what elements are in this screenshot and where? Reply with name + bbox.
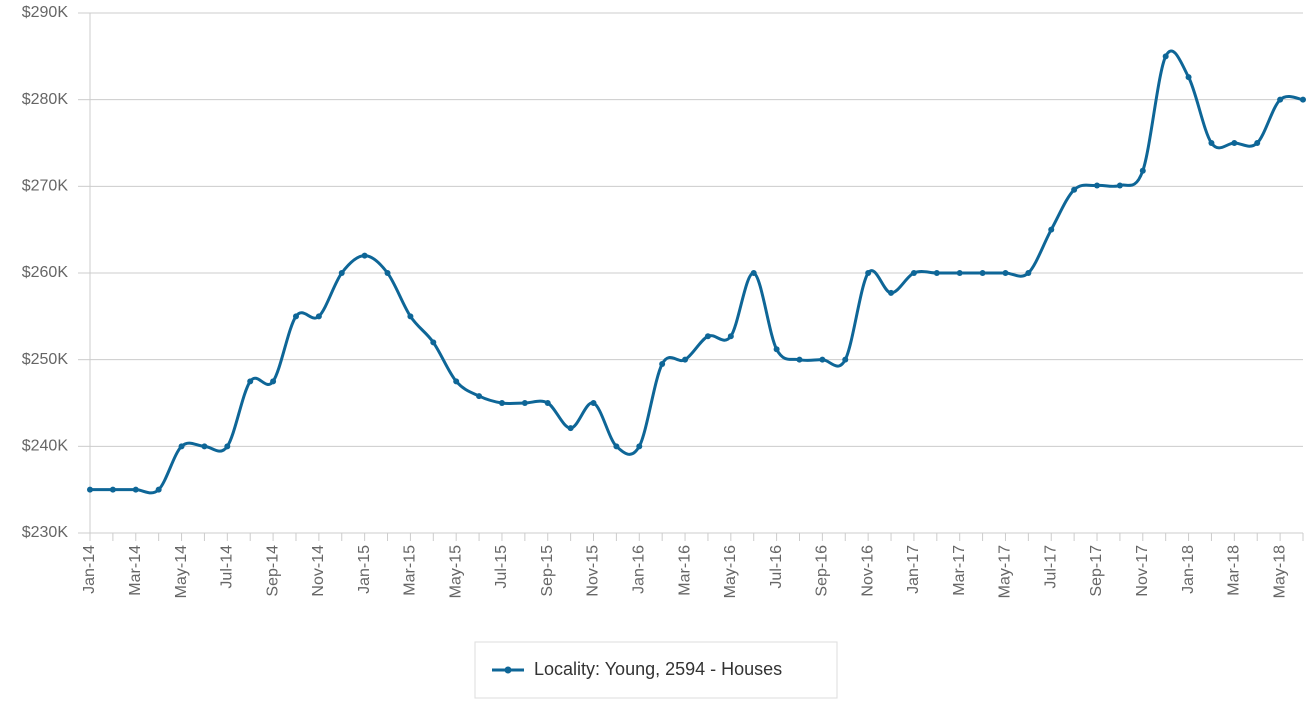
data-point (750, 270, 757, 276)
data-point (1025, 270, 1032, 276)
legend-box (474, 641, 838, 699)
data-point (1277, 96, 1284, 103)
data-point (224, 443, 231, 450)
data-point (1002, 270, 1009, 276)
data-point (87, 486, 93, 493)
data-point (407, 313, 414, 320)
data-point (384, 270, 391, 276)
x-tick-label: Nov-17 (1134, 545, 1151, 597)
x-tick-label: Sep-17 (1088, 545, 1105, 597)
x-tick-label: Sep-16 (814, 545, 831, 597)
data-point (132, 486, 139, 493)
y-tick-label: $230K (22, 524, 69, 541)
x-tick-label: Jul-14 (219, 545, 236, 589)
data-point (636, 443, 643, 450)
data-point (315, 313, 322, 320)
legend-label: Locality: Young, 2594 - Houses (534, 659, 782, 679)
data-point (453, 378, 460, 385)
y-tick-label: $290K (22, 4, 69, 21)
x-tick-label: Nov-16 (859, 545, 876, 597)
data-point (1139, 167, 1146, 174)
data-point (1254, 140, 1261, 146)
data-point (109, 486, 116, 493)
y-tick-label: $270K (22, 178, 69, 195)
data-point (659, 361, 666, 367)
x-tick-label: May-17 (997, 545, 1014, 598)
data-point (178, 443, 185, 450)
x-tick-label: Mar-18 (1226, 545, 1243, 596)
x-tick-label: May-15 (447, 545, 464, 598)
y-tick-label: $280K (22, 91, 69, 108)
data-point (155, 486, 162, 493)
data-point (521, 400, 528, 406)
data-point (727, 333, 734, 340)
data-point (1048, 226, 1055, 233)
data-point (338, 270, 345, 276)
data-point (476, 393, 483, 400)
series-line (90, 49, 1304, 495)
data-point (430, 339, 437, 346)
data-point (956, 270, 963, 276)
data-point (773, 346, 780, 353)
data-point (888, 289, 895, 296)
data-point (933, 270, 940, 276)
x-tick-label: Jan-17 (905, 545, 922, 594)
x-tick-label: Sep-15 (539, 545, 556, 597)
data-point (910, 270, 917, 276)
legend-marker (504, 666, 512, 674)
data-point (819, 356, 826, 363)
y-tick-label: $250K (22, 351, 69, 368)
data-point (1094, 182, 1101, 189)
data-point (498, 400, 505, 406)
x-tick-label: May-16 (722, 545, 739, 598)
x-tick-label: Mar-17 (951, 545, 968, 596)
x-tick-label: Sep-14 (264, 545, 281, 597)
data-point (1162, 53, 1169, 60)
y-tick-label: $240K (22, 438, 69, 455)
x-tick-label: Jan-15 (356, 545, 373, 594)
x-tick-label: Mar-15 (402, 545, 419, 596)
data-point (270, 378, 277, 385)
x-tick-label: Jul-17 (1042, 545, 1059, 589)
data-point (842, 356, 849, 363)
x-tick-label: Jan-18 (1180, 545, 1197, 594)
data-point (979, 270, 986, 276)
data-point (201, 443, 208, 450)
x-tick-label: Mar-16 (676, 545, 693, 596)
data-point (865, 270, 872, 276)
x-tick-label: May-18 (1271, 545, 1288, 598)
data-point (544, 400, 551, 406)
x-tick-label: Jul-16 (768, 545, 785, 589)
data-point (590, 400, 597, 406)
x-tick-label: Nov-14 (310, 545, 327, 597)
data-point (292, 313, 299, 320)
x-tick-label: May-14 (173, 545, 190, 598)
data-point (1185, 74, 1192, 81)
data-point (1116, 182, 1123, 189)
data-point (682, 356, 689, 363)
x-tick-label: Jan-16 (631, 545, 648, 594)
data-point (1208, 140, 1215, 146)
data-point (567, 425, 574, 432)
x-tick-label: Mar-14 (127, 545, 144, 596)
x-tick-label: Nov-15 (585, 545, 602, 597)
y-tick-label: $260K (22, 264, 69, 281)
data-point (613, 443, 620, 450)
data-point (704, 333, 711, 340)
data-point (247, 378, 254, 385)
x-tick-label: Jan-14 (81, 545, 98, 594)
data-point (1071, 186, 1078, 193)
data-point (1231, 140, 1238, 146)
data-point (796, 356, 803, 363)
x-tick-label: Jul-15 (493, 545, 510, 589)
data-point (361, 252, 368, 259)
data-point (1300, 96, 1306, 103)
